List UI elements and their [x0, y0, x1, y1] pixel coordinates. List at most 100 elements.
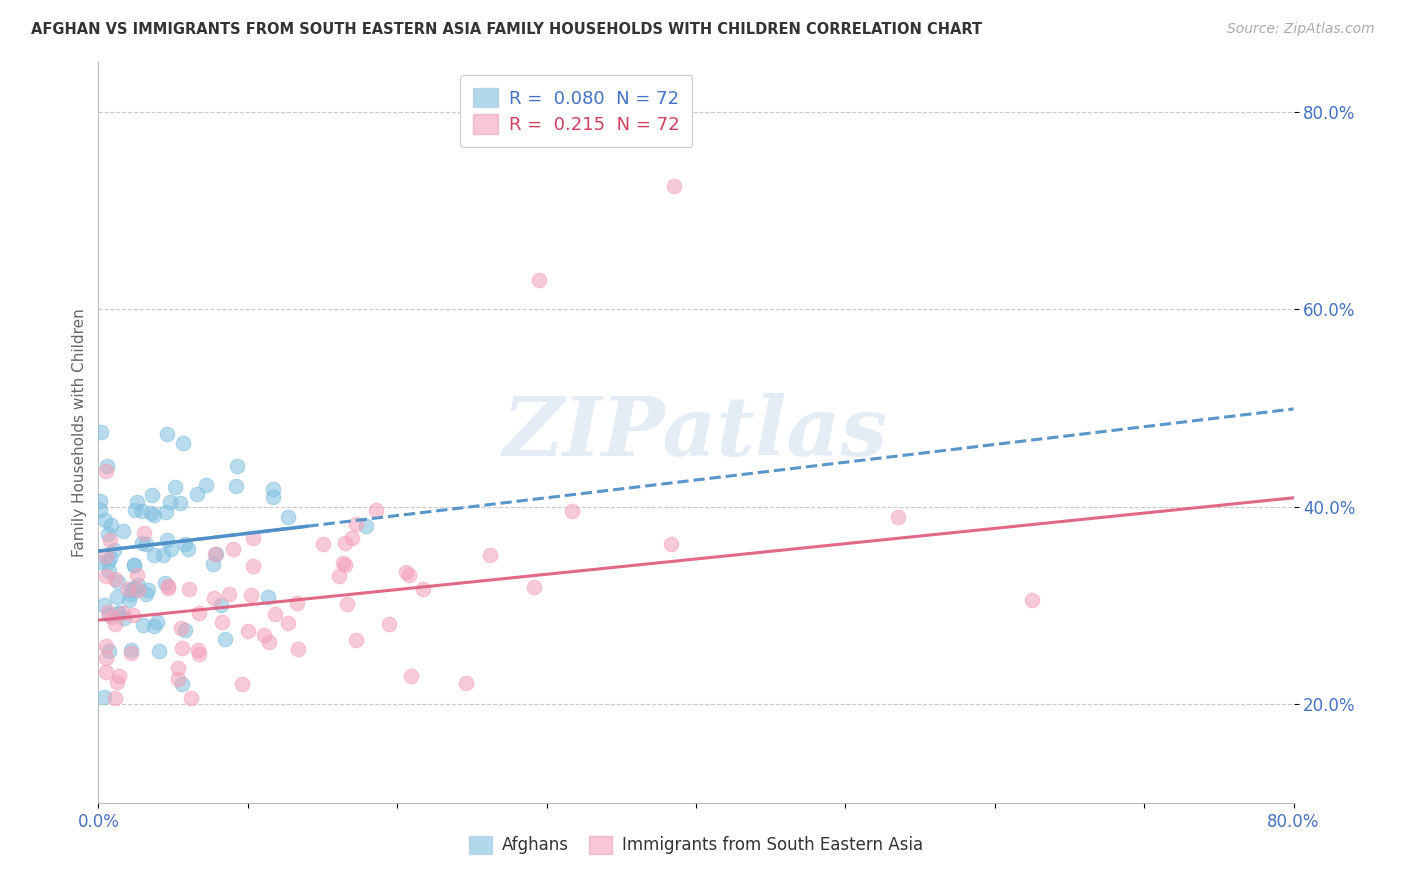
Point	[398, 568, 420, 582]
Point	[122, 581, 145, 595]
Legend: Afghans, Immigrants from South Eastern Asia: Afghans, Immigrants from South Eastern A…	[463, 829, 929, 861]
Point	[131, 504, 153, 518]
Point	[177, 582, 200, 596]
Point	[96, 569, 118, 583]
Point	[561, 504, 583, 518]
Point	[105, 591, 128, 605]
Point	[202, 591, 225, 605]
Point	[105, 675, 128, 690]
Point	[344, 632, 367, 647]
Point	[117, 582, 139, 596]
Point	[157, 581, 180, 595]
Point	[332, 557, 354, 571]
Point	[174, 536, 197, 550]
Point	[262, 482, 284, 496]
Point	[94, 665, 117, 680]
Point	[104, 572, 127, 586]
Point	[222, 541, 245, 556]
Point	[120, 587, 142, 601]
Point	[378, 616, 401, 631]
Point	[218, 587, 240, 601]
Point	[120, 583, 142, 598]
Point	[236, 624, 259, 638]
Point	[257, 591, 280, 605]
Point	[90, 425, 112, 439]
Point	[139, 506, 162, 520]
Point	[135, 587, 157, 601]
Point	[112, 611, 135, 625]
Point	[253, 628, 276, 642]
Point	[167, 661, 190, 675]
Point	[886, 510, 908, 524]
Point	[89, 555, 111, 569]
Point	[523, 580, 546, 594]
Point	[169, 496, 191, 510]
Point	[98, 644, 121, 658]
Point	[89, 503, 111, 517]
Point	[454, 676, 477, 690]
Point	[263, 607, 285, 622]
Point	[312, 537, 335, 551]
Point	[122, 558, 145, 572]
Point	[111, 606, 134, 620]
Point	[97, 607, 120, 622]
Point	[94, 640, 117, 654]
Point	[259, 635, 281, 649]
Point	[159, 495, 181, 509]
Point	[1021, 593, 1043, 607]
Point	[127, 582, 149, 597]
Point	[202, 557, 225, 571]
Text: AFGHAN VS IMMIGRANTS FROM SOUTH EASTERN ASIA FAMILY HOUSEHOLDS WITH CHILDREN COR: AFGHAN VS IMMIGRANTS FROM SOUTH EASTERN …	[31, 22, 981, 37]
Point	[93, 598, 115, 612]
Point	[180, 690, 202, 705]
Point	[262, 491, 284, 505]
Point	[153, 575, 176, 590]
Point	[354, 519, 377, 533]
Point	[205, 547, 228, 561]
Point	[100, 551, 122, 566]
Point	[209, 599, 232, 613]
Point	[287, 641, 309, 656]
Point	[155, 427, 177, 442]
Point	[107, 575, 129, 590]
Point	[135, 537, 157, 551]
Point	[156, 533, 179, 547]
Point	[132, 617, 155, 632]
Point	[340, 531, 363, 545]
Point	[120, 646, 142, 660]
Point	[188, 648, 211, 662]
Point	[155, 505, 177, 519]
Point	[127, 495, 149, 509]
Point	[214, 632, 236, 646]
Point	[242, 531, 264, 545]
Point	[527, 272, 550, 286]
Point	[659, 537, 682, 551]
Point	[204, 547, 226, 561]
Point	[142, 508, 165, 522]
Point	[412, 582, 434, 597]
Point	[98, 564, 121, 578]
Text: ZIPatlas: ZIPatlas	[503, 392, 889, 473]
Point	[174, 623, 197, 637]
Point	[101, 609, 124, 624]
Point	[242, 559, 264, 574]
Point	[172, 641, 194, 656]
Point	[226, 458, 249, 473]
Point	[97, 555, 120, 569]
Point	[143, 619, 166, 633]
Point	[122, 558, 145, 572]
Point	[132, 525, 155, 540]
Point	[124, 502, 146, 516]
Point	[187, 607, 209, 621]
Point	[103, 543, 125, 558]
Point	[401, 669, 423, 683]
Point	[122, 608, 145, 623]
Point	[344, 517, 367, 532]
Point	[194, 477, 217, 491]
Point	[104, 691, 127, 706]
Point	[89, 494, 111, 508]
Point	[163, 480, 186, 494]
Point	[231, 676, 253, 690]
Point	[159, 542, 181, 557]
Point	[239, 588, 262, 602]
